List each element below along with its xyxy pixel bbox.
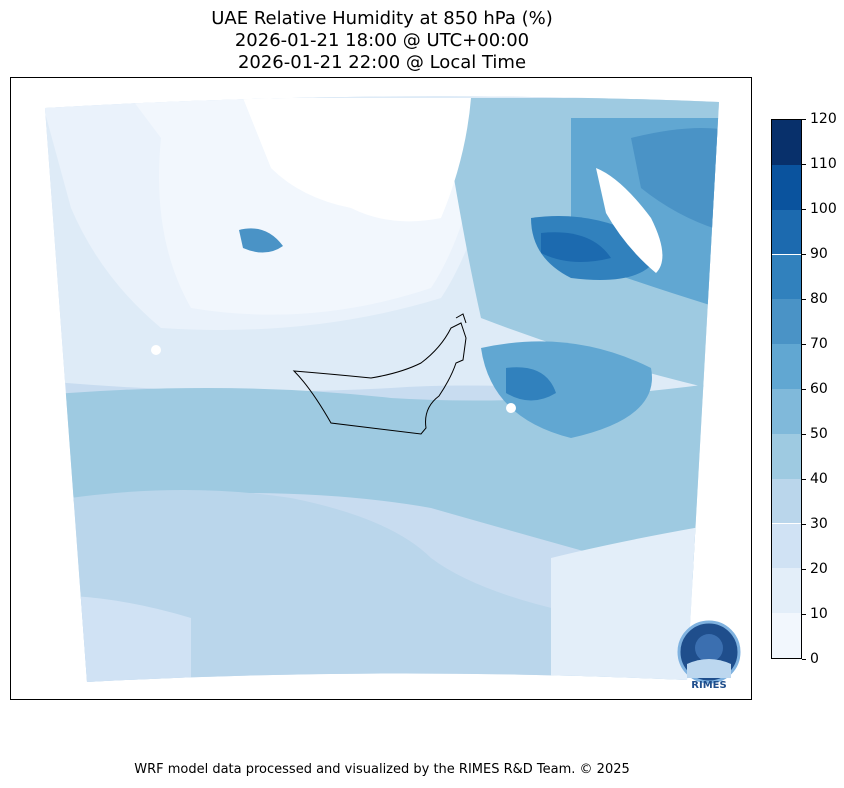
colorbar-tick-label: 40 [810,471,828,487]
colorbar-segment [772,164,801,210]
logo-text: RIMES [691,680,726,690]
colorbar-segment [772,523,801,569]
colorbar-tick [802,659,806,660]
colorbar-tick-label: 20 [810,561,828,577]
humidity-field [45,96,719,683]
dry-spot [151,345,161,355]
rimes-logo: RIMES [677,620,741,690]
colorbar-tick [802,344,806,345]
colorbar-tick-label: 0 [810,651,819,667]
humidity-band-70-east [631,128,719,238]
colorbar-segment [772,254,801,300]
colorbar-tick [802,299,806,300]
colorbar-tick [802,434,806,435]
map-title-line-1: UAE Relative Humidity at 850 hPa (%) [211,8,553,29]
humidity-band-90-northeast [541,232,611,262]
colorbar-tick [802,119,806,120]
colorbar-tick [802,254,806,255]
map-frame: RIMES [10,77,752,700]
colorbar-tick-label: 50 [810,426,828,442]
humidity-band-60-central [481,341,652,438]
colorbar-segment [772,209,801,255]
colorbar-segment [772,389,801,434]
colorbar-tick [802,479,806,480]
colorbar-segment [772,478,801,524]
uae-boundary [292,313,467,435]
colorbar-tick-label: 60 [810,381,828,397]
colorbar-tick [802,164,806,165]
colorbar-tick-label: 80 [810,291,828,307]
colorbar-segment [772,568,801,614]
map-title-line-3: 2026-01-21 22:00 @ Local Time [237,52,527,73]
humidity-map [45,96,719,683]
dry-area-north [243,98,471,222]
colorbar-segment [772,120,801,165]
colorbar-segment [772,299,801,345]
dry-area-northeast [596,168,663,273]
colorbar-tick [802,614,806,615]
colorbar-tick [802,209,806,210]
colorbar-segment [772,433,801,479]
colorbar [771,119,802,659]
colorbar-tick-label: 110 [810,156,837,172]
dry-spot [506,403,516,413]
colorbar-tick-label: 30 [810,516,828,532]
colorbar-tick-label: 10 [810,606,828,622]
colorbar-segment [772,344,801,389]
humidity-band-20-southwest [45,595,191,683]
footer-credit: WRF model data processed and visualized … [134,762,630,777]
colorbar-tick-label: 70 [810,336,828,352]
map-title-line-2: 2026-01-21 18:00 @ UTC+00:00 [234,30,530,51]
colorbar-tick [802,524,806,525]
colorbar-segment [772,613,801,658]
colorbar-tick-label: 100 [810,201,837,217]
humidity-band-80-central [506,367,556,401]
colorbar-tick-label: 90 [810,246,828,262]
colorbar-tick [802,569,806,570]
humidity-band-80-northwest [239,228,283,253]
colorbar-tick [802,389,806,390]
colorbar-tick-label: 120 [810,111,837,127]
